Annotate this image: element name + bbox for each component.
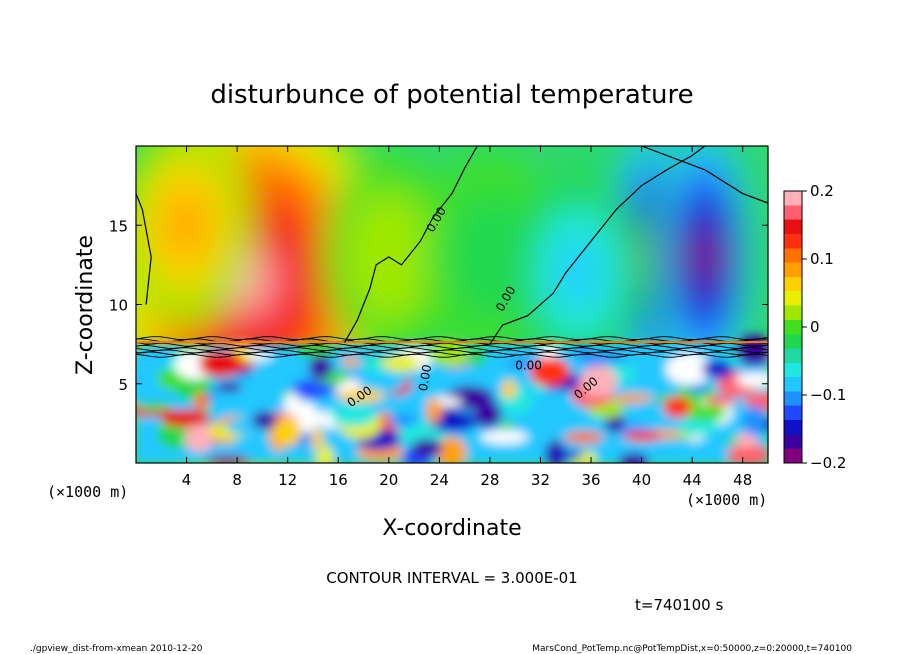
lower-layer-patch: [436, 436, 467, 463]
lower-layer-patch: [315, 445, 334, 463]
lower-layer-patch: [579, 365, 618, 397]
contour-interval-text: CONTOUR INTERVAL = 3.000E-01: [326, 569, 577, 587]
field-patch: [686, 232, 723, 281]
colorbar-tick-label: −0.2: [810, 454, 846, 472]
lower-layer-patch: [498, 420, 515, 429]
colorbar-tick-label: 0: [810, 318, 820, 336]
lower-layer-patch: [216, 382, 242, 393]
zero-contour: [344, 146, 478, 343]
lower-layer-patch: [701, 360, 735, 379]
chart-title: disturbunce of potential temperature: [210, 80, 693, 110]
lower-layer-patch: [628, 400, 674, 427]
lower-layer-patch: [480, 430, 529, 444]
plot-area: 0.000.000.000.00 0.000.00: [136, 146, 768, 463]
x-tick-label: 48: [733, 471, 752, 489]
lower-layer-patch: [411, 438, 443, 457]
contour-line: [136, 349, 768, 354]
lower-layer-patch: [308, 428, 324, 449]
colorbar-tick-label: 0.2: [810, 182, 834, 200]
lower-layer-patch: [529, 357, 571, 387]
lower-layer-patch: [684, 404, 727, 421]
contour-line: [136, 353, 768, 358]
lower-layer-patch: [678, 416, 720, 436]
x-unit-left: (×1000 m): [47, 483, 128, 501]
lower-layer-patch: [387, 414, 418, 427]
footer-right: MarsCond_PotTemp.nc@PotTempDist,x=0:5000…: [532, 644, 852, 654]
field-patch: [558, 242, 599, 303]
contour-line: [136, 342, 768, 347]
lower-layer-patch: [506, 358, 538, 369]
z-tick-label: 15: [109, 217, 128, 235]
lower-layer-patch: [160, 409, 211, 428]
lower-layer-patch: [273, 417, 302, 446]
colorbar-fill: [783, 190, 803, 464]
zero-contour: [641, 146, 768, 204]
colorbar-tick-label: 0.1: [810, 250, 834, 268]
lower-layer-patch: [217, 361, 257, 370]
lower-layer-patch: [341, 357, 361, 367]
lower-layer-patch: [665, 353, 712, 385]
lower-layer-patch: [735, 372, 768, 388]
x-tick-label: 20: [379, 471, 398, 489]
lower-layer-patch: [564, 431, 604, 443]
x-tick-label: 40: [632, 471, 651, 489]
lower-layer-patch: [473, 400, 502, 429]
lower-layer-patch: [382, 353, 420, 373]
lower-layer-patch: [296, 401, 318, 433]
lower-layer-patch: [727, 443, 768, 463]
lower-layer-patch: [252, 410, 277, 430]
time-label: t=740100 s: [635, 596, 723, 614]
x-tick-label: 8: [232, 471, 242, 489]
lower-layer-patch: [618, 452, 650, 463]
lower-layer-patch: [705, 395, 736, 406]
lower-layer-patch: [337, 389, 385, 403]
lower-layer-patch: [735, 432, 758, 448]
lower-layer-patch: [662, 396, 692, 418]
colorbar: 0.2 0.1 0 −0.1 −0.2: [783, 182, 846, 472]
lower-layer-patch: [184, 424, 213, 452]
lower-layer-patch: [686, 384, 709, 394]
lower-layer-patch: [136, 369, 160, 402]
x-tick-label: 44: [683, 471, 702, 489]
lower-layer-patch: [426, 397, 442, 424]
x-tick-label: 36: [581, 471, 600, 489]
lower-layer-patch: [611, 393, 655, 404]
x-tick-label: 32: [531, 471, 550, 489]
x-tick-label: 28: [480, 471, 499, 489]
lower-layer-patch: [291, 379, 333, 399]
lower-layer-patch: [364, 360, 387, 374]
footer-left: ./gpview_dist-from-xmean 2010-12-20: [30, 644, 203, 654]
lower-layer-patch: [193, 392, 209, 411]
lower-layer-patch: [743, 405, 766, 436]
x-tick-label: 4: [182, 471, 192, 489]
field-patch: [469, 226, 510, 287]
lower-layer-patch: [542, 450, 585, 460]
x-tick-label: 24: [430, 471, 449, 489]
field-patch: [166, 195, 207, 256]
z-tick-label: 5: [118, 376, 128, 394]
inversion-band: [136, 341, 768, 344]
lower-layer-patch: [231, 434, 272, 456]
lower-layer-patch: [501, 379, 517, 399]
contour-label: 0.00: [515, 358, 542, 372]
z-tick-label: 10: [109, 297, 128, 315]
colorbar-tick-label: −0.1: [810, 386, 846, 404]
lower-layer-patch: [284, 392, 302, 417]
lower-layer-patch: [137, 402, 172, 411]
x-unit-right: (×1000 m): [686, 491, 767, 509]
x-axis-label: X-coordinate: [382, 516, 521, 541]
x-tick-label: 12: [278, 471, 297, 489]
zero-contour: [489, 146, 706, 345]
lower-layer-patch: [622, 431, 663, 442]
lower-layer-patch: [468, 346, 487, 366]
x-tick-label: 16: [329, 471, 348, 489]
lower-layer-patch: [308, 356, 333, 380]
zero-contour: [136, 193, 152, 305]
contour-line: [136, 336, 768, 341]
lower-layer-patch: [205, 455, 251, 463]
z-axis-label: Z-coordinate: [73, 235, 98, 375]
contour-label: 0.00: [416, 363, 434, 392]
lower-layer-patch: [330, 404, 377, 427]
